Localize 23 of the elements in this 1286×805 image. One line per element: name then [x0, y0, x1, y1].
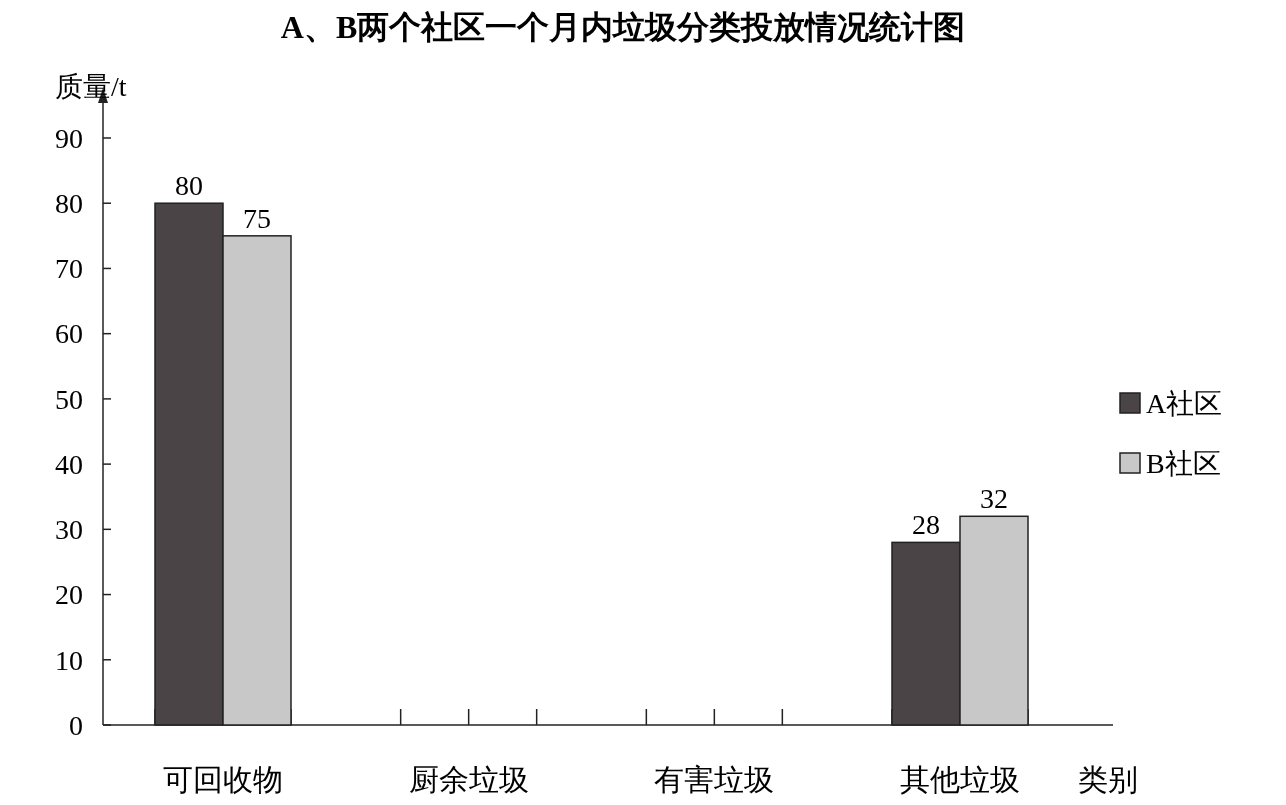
data-label: 32 — [980, 483, 1008, 515]
y-tick-label: 40 — [55, 448, 83, 480]
data-label: 28 — [912, 509, 940, 541]
legend-label: B社区 — [1146, 447, 1221, 479]
y-axis-title: 质量/t — [55, 71, 127, 102]
x-tick-label: 其他垃圾 — [900, 763, 1020, 796]
legend-label: A社区 — [1146, 387, 1223, 419]
y-tick-label: 0 — [69, 709, 83, 741]
y-tick-label: 30 — [55, 514, 83, 546]
y-tick-label: 70 — [55, 253, 83, 285]
x-tick-label: 有害垃圾 — [654, 763, 775, 796]
x-axis-title: 类别 — [1078, 763, 1138, 796]
y-tick-label: 50 — [55, 383, 83, 415]
chart-title: A、B两个社区一个月内垃圾分类投放情况统计图 — [280, 9, 966, 45]
y-tick-label: 90 — [55, 122, 83, 154]
y-tick-label: 10 — [55, 644, 83, 676]
y-tick-label: 60 — [55, 318, 83, 350]
y-tick-label: 80 — [55, 188, 83, 220]
y-tick-label: 20 — [55, 579, 83, 611]
x-tick-label: 可回收物 — [163, 763, 283, 796]
data-label: 80 — [175, 170, 203, 202]
x-tick-label: 厨余垃圾 — [408, 763, 529, 796]
data-label: 75 — [243, 202, 271, 234]
